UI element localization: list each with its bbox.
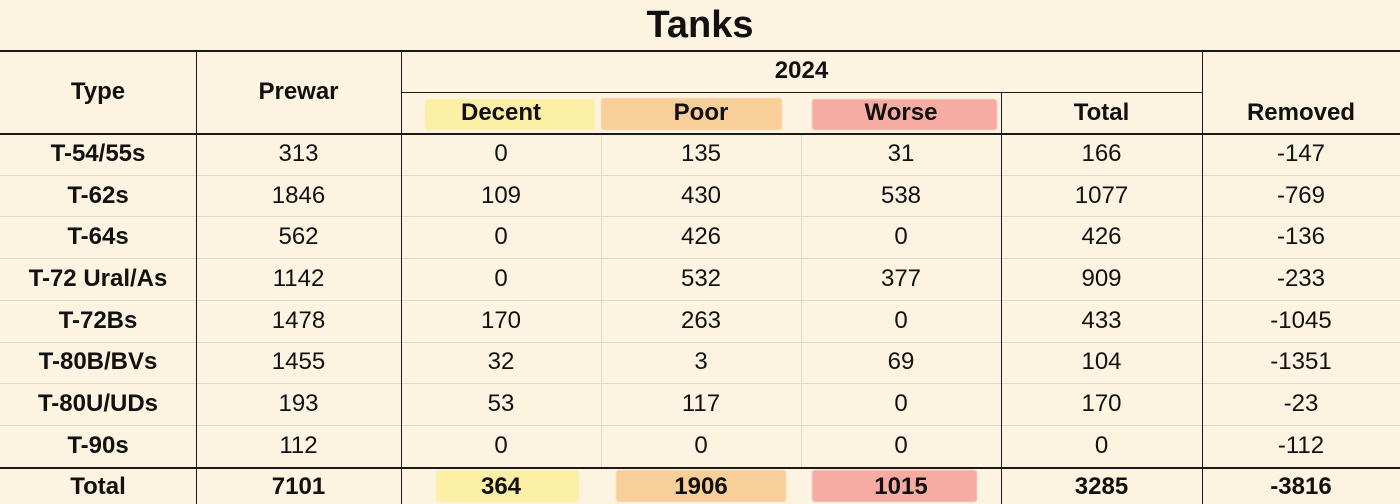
total-cell-total: 3285 xyxy=(1074,472,1129,500)
total-cell-worse: 1015 xyxy=(874,472,928,500)
cell-total: 0 xyxy=(1094,431,1109,459)
cell-type: T-62s xyxy=(67,181,129,209)
cell-worse: 377 xyxy=(880,264,922,292)
cell-poor: 426 xyxy=(680,223,722,251)
cell-removed: -147 xyxy=(1276,139,1326,167)
cell-total: 1077 xyxy=(1074,181,1129,209)
cell-poor: 263 xyxy=(680,306,722,334)
subcolumn-separator xyxy=(801,133,802,467)
cell-worse: 69 xyxy=(887,348,915,376)
row-separator xyxy=(0,258,1400,259)
row-separator xyxy=(0,300,1400,301)
column-border xyxy=(401,50,402,504)
header-year-2024: 2024 xyxy=(774,57,829,84)
cell-type: T-80U/UDs xyxy=(37,390,159,418)
cell-poor: 430 xyxy=(680,181,722,209)
cell-decent: 53 xyxy=(487,390,515,418)
total-cell-decent: 364 xyxy=(480,472,522,500)
worse-total-highlight xyxy=(812,470,977,502)
header-poor: Poor xyxy=(673,98,729,126)
cell-total: 433 xyxy=(1081,306,1122,334)
header-total: Total xyxy=(1073,98,1130,126)
cell-type: T-72 Ural/As xyxy=(28,264,168,292)
cell-decent: 109 xyxy=(480,181,522,209)
cell-decent: 0 xyxy=(494,431,508,459)
cell-prewar: 193 xyxy=(278,390,319,418)
row-separator xyxy=(0,425,1400,426)
cell-removed: -1045 xyxy=(1270,306,1332,334)
cell-worse: 538 xyxy=(880,181,922,209)
cell-worse: 0 xyxy=(894,390,908,418)
cell-removed: -769 xyxy=(1276,181,1326,209)
total-cell-poor: 1906 xyxy=(674,472,728,500)
header-removed: Removed xyxy=(1246,98,1356,126)
row-separator xyxy=(0,342,1400,343)
cell-total: 104 xyxy=(1081,348,1122,376)
chart-title: Tanks xyxy=(646,4,754,46)
header-bottom-border xyxy=(0,133,1400,135)
cell-worse: 0 xyxy=(894,431,908,459)
group-header-underline xyxy=(401,92,1202,93)
total-cell-removed: -3816 xyxy=(1270,472,1332,500)
worse-header-highlight xyxy=(812,99,997,130)
cell-removed: -1351 xyxy=(1270,348,1332,376)
header-decent: Decent xyxy=(460,98,542,126)
cell-poor: 0 xyxy=(694,431,708,459)
cell-type: T-90s xyxy=(67,431,129,459)
subcolumn-separator xyxy=(601,133,602,467)
row-separator xyxy=(0,216,1400,217)
cell-decent: 32 xyxy=(487,348,515,376)
cell-type: T-72Bs xyxy=(58,306,138,334)
column-border xyxy=(196,50,197,504)
cell-prewar: 1455 xyxy=(271,348,326,376)
cell-worse: 0 xyxy=(894,223,908,251)
cell-prewar: 1846 xyxy=(271,181,326,209)
cell-removed: -112 xyxy=(1277,431,1325,459)
total-cell-prewar: 7101 xyxy=(271,472,326,500)
header-type: Type xyxy=(70,77,126,105)
cell-worse: 31 xyxy=(887,139,915,167)
cell-total: 909 xyxy=(1081,264,1122,292)
header-worse: Worse xyxy=(864,98,938,126)
cell-poor: 135 xyxy=(680,139,722,167)
total-cell-type: Total xyxy=(70,472,126,500)
cell-type: T-80B/BVs xyxy=(38,348,158,376)
cell-type: T-54/55s xyxy=(50,139,146,167)
cell-poor: 532 xyxy=(680,264,722,292)
cell-removed: -23 xyxy=(1283,390,1319,418)
poor-header-highlight xyxy=(601,98,782,130)
cell-prewar: 313 xyxy=(278,139,319,167)
cell-decent: 170 xyxy=(480,306,522,334)
cell-prewar: 1478 xyxy=(271,306,326,334)
cell-removed: -136 xyxy=(1276,223,1326,251)
table-top-border xyxy=(0,50,1400,52)
column-border xyxy=(1202,50,1203,504)
row-separator xyxy=(0,383,1400,384)
cell-prewar: 562 xyxy=(278,223,319,251)
cell-poor: 117 xyxy=(681,390,721,418)
cell-prewar: 112 xyxy=(279,431,318,459)
cell-prewar: 1142 xyxy=(272,264,325,292)
column-border xyxy=(1001,92,1002,504)
total-top-border xyxy=(0,467,1400,469)
cell-decent: 0 xyxy=(494,264,508,292)
cell-type: T-64s xyxy=(67,223,129,251)
cell-total: 170 xyxy=(1081,390,1122,418)
decent-total-highlight xyxy=(436,470,579,502)
cell-removed: -233 xyxy=(1276,264,1326,292)
cell-total: 426 xyxy=(1081,223,1122,251)
cell-worse: 0 xyxy=(894,306,908,334)
cell-decent: 0 xyxy=(494,223,508,251)
cell-total: 166 xyxy=(1081,139,1122,167)
cell-poor: 3 xyxy=(694,348,708,376)
decent-header-highlight xyxy=(425,99,595,130)
row-separator xyxy=(0,175,1400,176)
cell-decent: 0 xyxy=(494,139,508,167)
poor-total-highlight xyxy=(616,470,786,502)
header-prewar: Prewar xyxy=(258,77,339,105)
